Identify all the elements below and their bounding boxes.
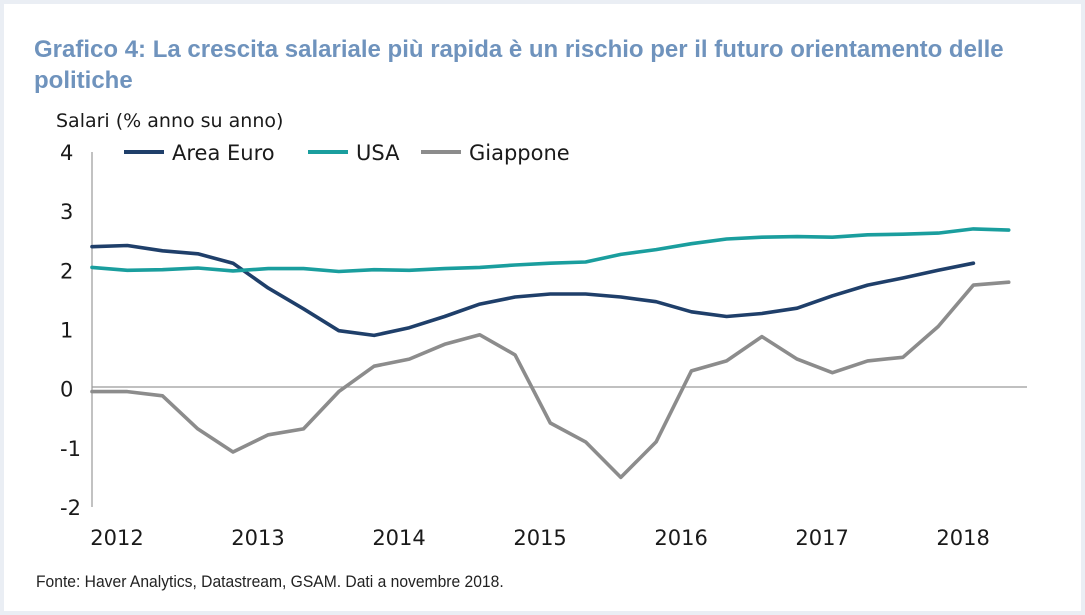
series-line-usa <box>90 227 1011 274</box>
y-tick-label: -1 <box>60 437 81 461</box>
chart-panel <box>4 4 1081 611</box>
x-tick-label: 2017 <box>795 526 848 550</box>
y-tick-label: 1 <box>60 319 73 343</box>
y-tick-labels: -2 -1 0 1 2 3 4 <box>60 141 81 520</box>
x-tick-labels: 2012 2013 2014 2015 2016 2017 2018 <box>90 526 990 550</box>
x-tick-label: 2014 <box>372 526 425 550</box>
x-tick-label: 2015 <box>513 526 566 550</box>
x-tick-label: 2012 <box>90 526 143 550</box>
y-tick-label: 2 <box>60 259 73 283</box>
chart-title: Grafico 4: La crescita salariale più rap… <box>34 36 1004 94</box>
legend-label: Giappone <box>469 141 570 165</box>
legend: Area Euro USA Giappone <box>124 141 570 165</box>
y-tick-label: 3 <box>60 200 73 224</box>
y-tick-label: -2 <box>60 496 81 520</box>
x-tick-label: 2016 <box>654 526 707 550</box>
series-line-area-euro <box>90 243 976 338</box>
y-tick-label: 4 <box>60 141 73 165</box>
y-axis-label: Salari (% anno su anno) <box>56 110 283 132</box>
source-note: Fonte: Haver Analytics, Datastream, GSAM… <box>36 572 504 591</box>
x-tick-label: 2018 <box>936 526 989 550</box>
x-tick-label: 2013 <box>231 526 284 550</box>
series-line-giappone <box>90 280 1011 480</box>
series-lines <box>90 227 1011 480</box>
legend-label: USA <box>356 141 400 165</box>
y-tick-label: 0 <box>60 378 73 402</box>
legend-label: Area Euro <box>172 141 275 165</box>
